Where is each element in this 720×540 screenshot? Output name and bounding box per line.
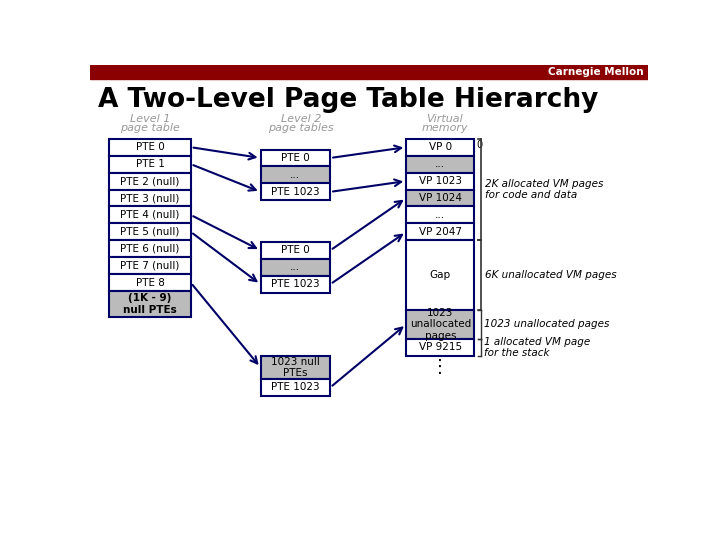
Bar xyxy=(109,274,191,291)
Text: PTE 1023: PTE 1023 xyxy=(271,187,320,197)
Text: ...: ... xyxy=(290,262,300,272)
Text: Gap: Gap xyxy=(430,270,451,280)
Text: 1023 null
PTEs: 1023 null PTEs xyxy=(271,356,320,378)
Text: Level 1: Level 1 xyxy=(130,114,171,124)
Bar xyxy=(261,150,330,166)
Text: ...: ... xyxy=(435,210,446,220)
Bar xyxy=(109,190,191,206)
Text: VP 1023: VP 1023 xyxy=(419,176,462,186)
Bar xyxy=(261,166,330,184)
Text: PTE 1023: PTE 1023 xyxy=(271,382,320,393)
Bar xyxy=(109,224,191,240)
Bar xyxy=(261,259,330,276)
Bar xyxy=(261,184,330,200)
Text: PTE 1: PTE 1 xyxy=(135,159,164,169)
Text: PTE 0: PTE 0 xyxy=(281,245,310,255)
Bar xyxy=(109,156,191,173)
Text: Carnegie Mellon: Carnegie Mellon xyxy=(549,67,644,77)
Bar xyxy=(109,291,191,318)
Text: PTE 7 (null): PTE 7 (null) xyxy=(120,261,180,271)
Text: 2K allocated VM pages
for code and data: 2K allocated VM pages for code and data xyxy=(485,179,603,200)
Text: 0: 0 xyxy=(477,140,483,150)
Text: 1023
unallocated
pages: 1023 unallocated pages xyxy=(410,308,471,341)
Text: PTE 4 (null): PTE 4 (null) xyxy=(120,210,180,220)
Text: 6K unallocated VM pages: 6K unallocated VM pages xyxy=(485,270,617,280)
Bar xyxy=(109,139,191,156)
Bar xyxy=(406,309,474,339)
Bar xyxy=(109,257,191,274)
Text: Level 2: Level 2 xyxy=(281,114,321,124)
Text: PTE 3 (null): PTE 3 (null) xyxy=(120,193,180,203)
Bar xyxy=(261,356,330,379)
Text: PTE 5 (null): PTE 5 (null) xyxy=(120,227,180,237)
Text: VP 0: VP 0 xyxy=(428,142,452,152)
Text: ...: ... xyxy=(290,170,300,180)
Text: (1K - 9)
null PTEs: (1K - 9) null PTEs xyxy=(123,293,177,315)
Text: page table: page table xyxy=(120,123,181,133)
Text: 1 allocated VM page
for the stack: 1 allocated VM page for the stack xyxy=(484,336,590,358)
Bar xyxy=(90,65,648,79)
Bar xyxy=(261,242,330,259)
Bar xyxy=(261,276,330,293)
Bar xyxy=(406,156,474,173)
Text: VP 1024: VP 1024 xyxy=(419,193,462,203)
Bar xyxy=(109,240,191,257)
Bar xyxy=(406,139,474,156)
Text: VP 9215: VP 9215 xyxy=(419,342,462,353)
Text: PTE 6 (null): PTE 6 (null) xyxy=(120,244,180,254)
Text: 1023 unallocated pages: 1023 unallocated pages xyxy=(484,319,609,329)
Text: memory: memory xyxy=(422,123,468,133)
Text: PTE 1023: PTE 1023 xyxy=(271,279,320,289)
Bar xyxy=(406,224,474,240)
Text: ...: ... xyxy=(435,159,446,169)
Text: PTE 8: PTE 8 xyxy=(135,278,164,288)
Text: ⋮: ⋮ xyxy=(431,357,449,376)
Text: PTE 2 (null): PTE 2 (null) xyxy=(120,176,180,186)
Bar xyxy=(406,206,474,224)
Bar xyxy=(406,173,474,190)
Bar xyxy=(109,173,191,190)
Bar xyxy=(406,240,474,309)
Text: A Two-Level Page Table Hierarchy: A Two-Level Page Table Hierarchy xyxy=(98,87,598,113)
Text: PTE 0: PTE 0 xyxy=(281,153,310,163)
Bar xyxy=(261,379,330,396)
Text: Virtual: Virtual xyxy=(426,114,464,124)
Bar xyxy=(406,190,474,206)
Bar xyxy=(406,339,474,356)
Text: page tables: page tables xyxy=(268,123,333,133)
Text: VP 2047: VP 2047 xyxy=(419,227,462,237)
Bar xyxy=(109,206,191,224)
Text: PTE 0: PTE 0 xyxy=(135,142,164,152)
